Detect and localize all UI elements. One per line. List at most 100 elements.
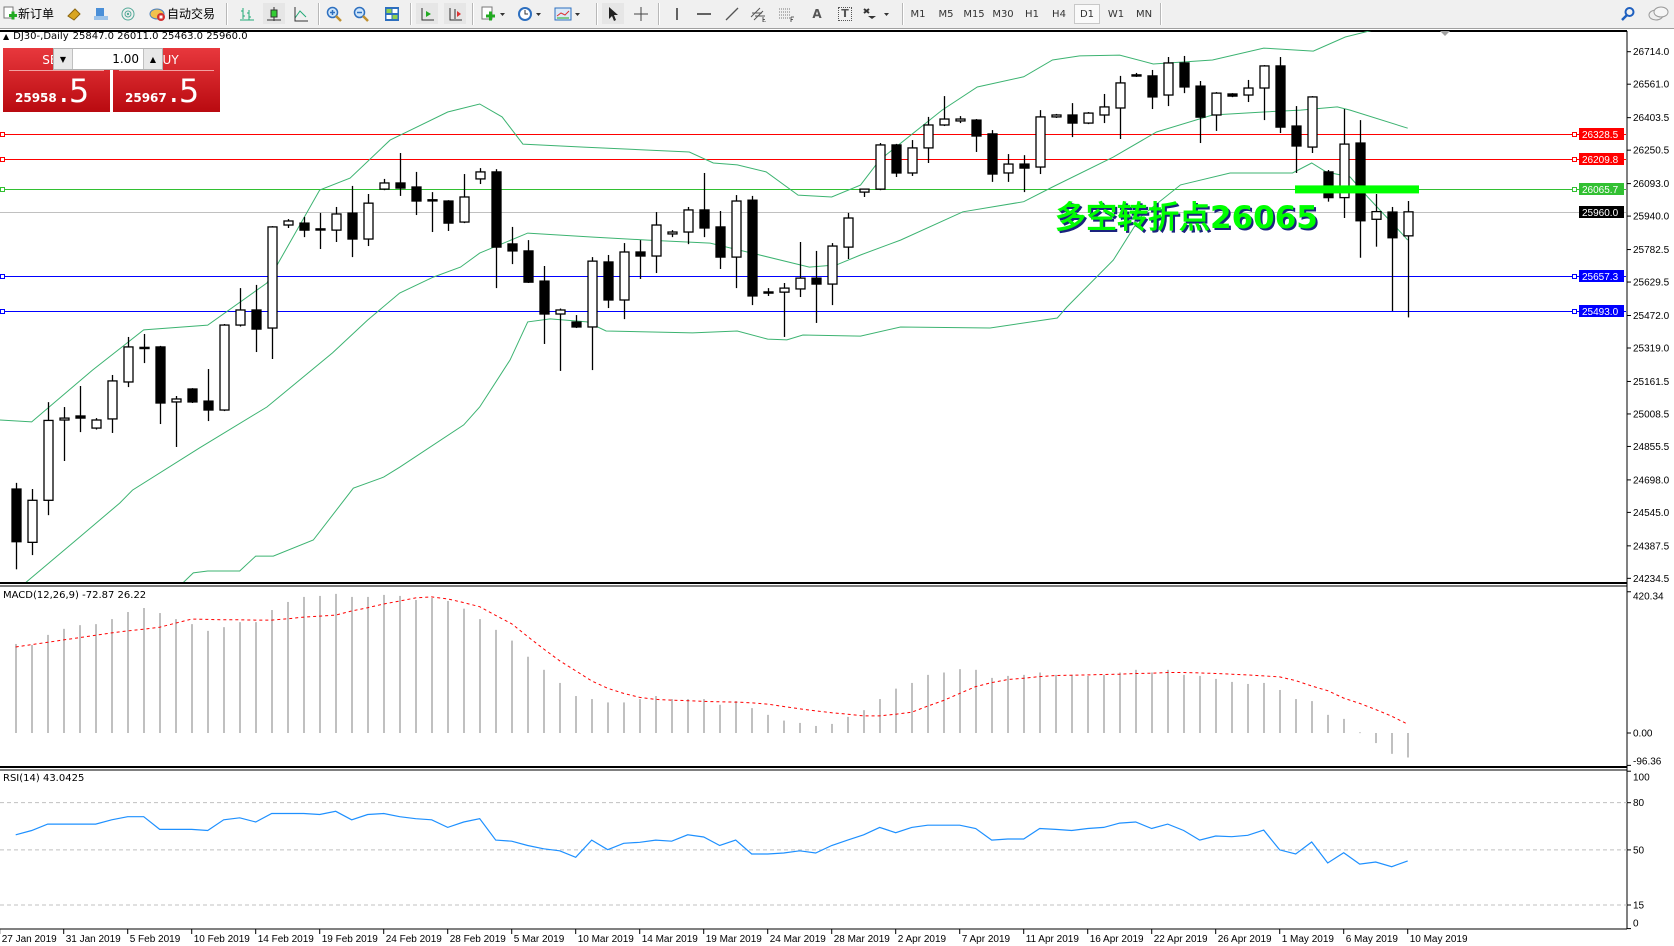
line-handle-left[interactable] [0, 132, 5, 137]
timeframe-m5[interactable]: M5 [938, 8, 954, 20]
text-label-tool[interactable]: T [834, 3, 856, 24]
equidistant-channel-tool[interactable] [748, 3, 770, 24]
fibonacci-tool[interactable] [776, 3, 798, 24]
chat-button[interactable] [1646, 3, 1670, 24]
line-handle-right[interactable] [1572, 274, 1577, 279]
macd-histogram-bar [575, 696, 577, 733]
candle-body [731, 200, 742, 258]
candle-body [1083, 112, 1094, 124]
candle-body [107, 380, 118, 420]
candle [1371, 194, 1382, 247]
add-indicator-icon [481, 6, 507, 22]
macd-tick-label: -96.36 [1633, 757, 1662, 768]
navigator-button[interactable] [91, 3, 111, 24]
candle [235, 288, 246, 327]
line-chart-button[interactable] [290, 3, 312, 24]
indicators-button[interactable] [479, 3, 509, 24]
line-chart-icon [293, 6, 309, 22]
price-line-label-bg [1579, 128, 1624, 140]
timeframe-h1[interactable]: H1 [1025, 8, 1039, 20]
candle [635, 240, 646, 279]
candle-body [651, 224, 662, 257]
chart-shift-marker[interactable] [1440, 31, 1450, 36]
autoscroll-button[interactable] [416, 3, 438, 24]
tile-windows-button[interactable] [381, 3, 403, 24]
zoom-in-button[interactable] [323, 3, 345, 24]
macd-histogram-bar [47, 634, 49, 733]
candle-body [203, 400, 214, 411]
date-tick-label: 11 Apr 2019 [1026, 934, 1080, 945]
candle [699, 172, 710, 238]
line-handle-right[interactable] [1572, 132, 1577, 137]
timeframe-d1[interactable]: D1 [1074, 4, 1100, 24]
lot-increase-button[interactable]: ▲ [143, 49, 162, 69]
auto-trading-button[interactable]: 自动交易 [146, 3, 218, 24]
macd-histogram-bar [1215, 678, 1217, 733]
trendline-tool[interactable] [721, 3, 743, 24]
timeframe-m1[interactable]: M1 [910, 8, 926, 20]
candle-body [235, 309, 246, 326]
turning-point-bar [1295, 185, 1419, 194]
cursor-tool[interactable] [602, 3, 624, 24]
candle-body [955, 118, 966, 122]
templates-button[interactable] [552, 3, 584, 24]
line-handle-right[interactable] [1572, 187, 1577, 192]
text-tool[interactable]: A [806, 3, 828, 24]
auto-trading-icon [149, 6, 167, 22]
line-handle-left[interactable] [0, 274, 5, 279]
candle [859, 188, 870, 197]
periods-button[interactable] [515, 3, 545, 24]
macd-histogram-bar [495, 629, 497, 733]
line-handle-left[interactable] [0, 187, 5, 192]
arrows-tool[interactable] [860, 3, 894, 24]
lot-size-input[interactable]: 1.00 [112, 52, 139, 66]
chat-icon [1647, 6, 1669, 22]
horizontal-line-tool[interactable] [693, 3, 715, 24]
date-tick-label: 27 Jan 2019 [2, 934, 57, 945]
search-button[interactable] [1617, 3, 1639, 24]
turning-point-annotation: 多空转折点26065 [1055, 200, 1318, 236]
candle-body [251, 309, 262, 330]
date-axis: 27 Jan 2019 31 Jan 2019 5 Feb 2019 10 Feb 2… [0, 929, 1468, 945]
zoom-out-button[interactable] [350, 3, 372, 24]
bar-chart-button[interactable] [236, 3, 258, 24]
timeframe-m15[interactable]: M15 [963, 8, 985, 20]
timeframe-w1[interactable]: W1 [1107, 8, 1125, 20]
chart-shift-button[interactable] [444, 3, 466, 24]
collapse-triangle-icon[interactable]: ▲ [3, 32, 10, 41]
candle-body [1099, 106, 1110, 116]
candle [379, 178, 390, 191]
macd-tick-label: 420.34 [1633, 592, 1664, 603]
candle-body [571, 321, 582, 328]
new-order-button[interactable]: 新订单 [2, 3, 54, 24]
line-handle-right[interactable] [1572, 157, 1577, 162]
candle [1243, 79, 1254, 103]
macd-histogram-bar [1263, 682, 1265, 733]
signals-button[interactable] [118, 3, 138, 24]
candlestick-chart-button[interactable] [263, 3, 285, 24]
price-tick-label: 24387.5 [1633, 541, 1670, 552]
candle [1387, 206, 1398, 312]
candle-body [779, 287, 790, 293]
candle [923, 116, 934, 163]
macd-histogram-bar [1167, 669, 1169, 733]
candle [1195, 81, 1206, 144]
candle-body [555, 309, 566, 315]
timeframe-h4[interactable]: H4 [1052, 8, 1066, 20]
macd-histogram-bar [751, 708, 753, 733]
price-line-label: 25960.0 [1582, 208, 1619, 219]
lot-decrease-button[interactable]: ▼ [54, 49, 73, 69]
candle-body [395, 182, 406, 189]
market-watch-button[interactable] [64, 3, 84, 24]
line-handle-left[interactable] [0, 309, 5, 314]
macd-panel [15, 593, 1409, 758]
lot-size-stepper[interactable]: ▼ 1.00 ▲ [53, 48, 163, 70]
line-handle-left[interactable] [0, 157, 5, 162]
timeframe-m30[interactable]: M30 [992, 8, 1014, 20]
line-handle-right[interactable] [1572, 309, 1577, 314]
candle [1147, 69, 1158, 110]
crosshair-tool[interactable] [630, 3, 652, 24]
vertical-line-tool[interactable] [666, 3, 688, 24]
timeframe-mn[interactable]: MN [1135, 8, 1153, 20]
